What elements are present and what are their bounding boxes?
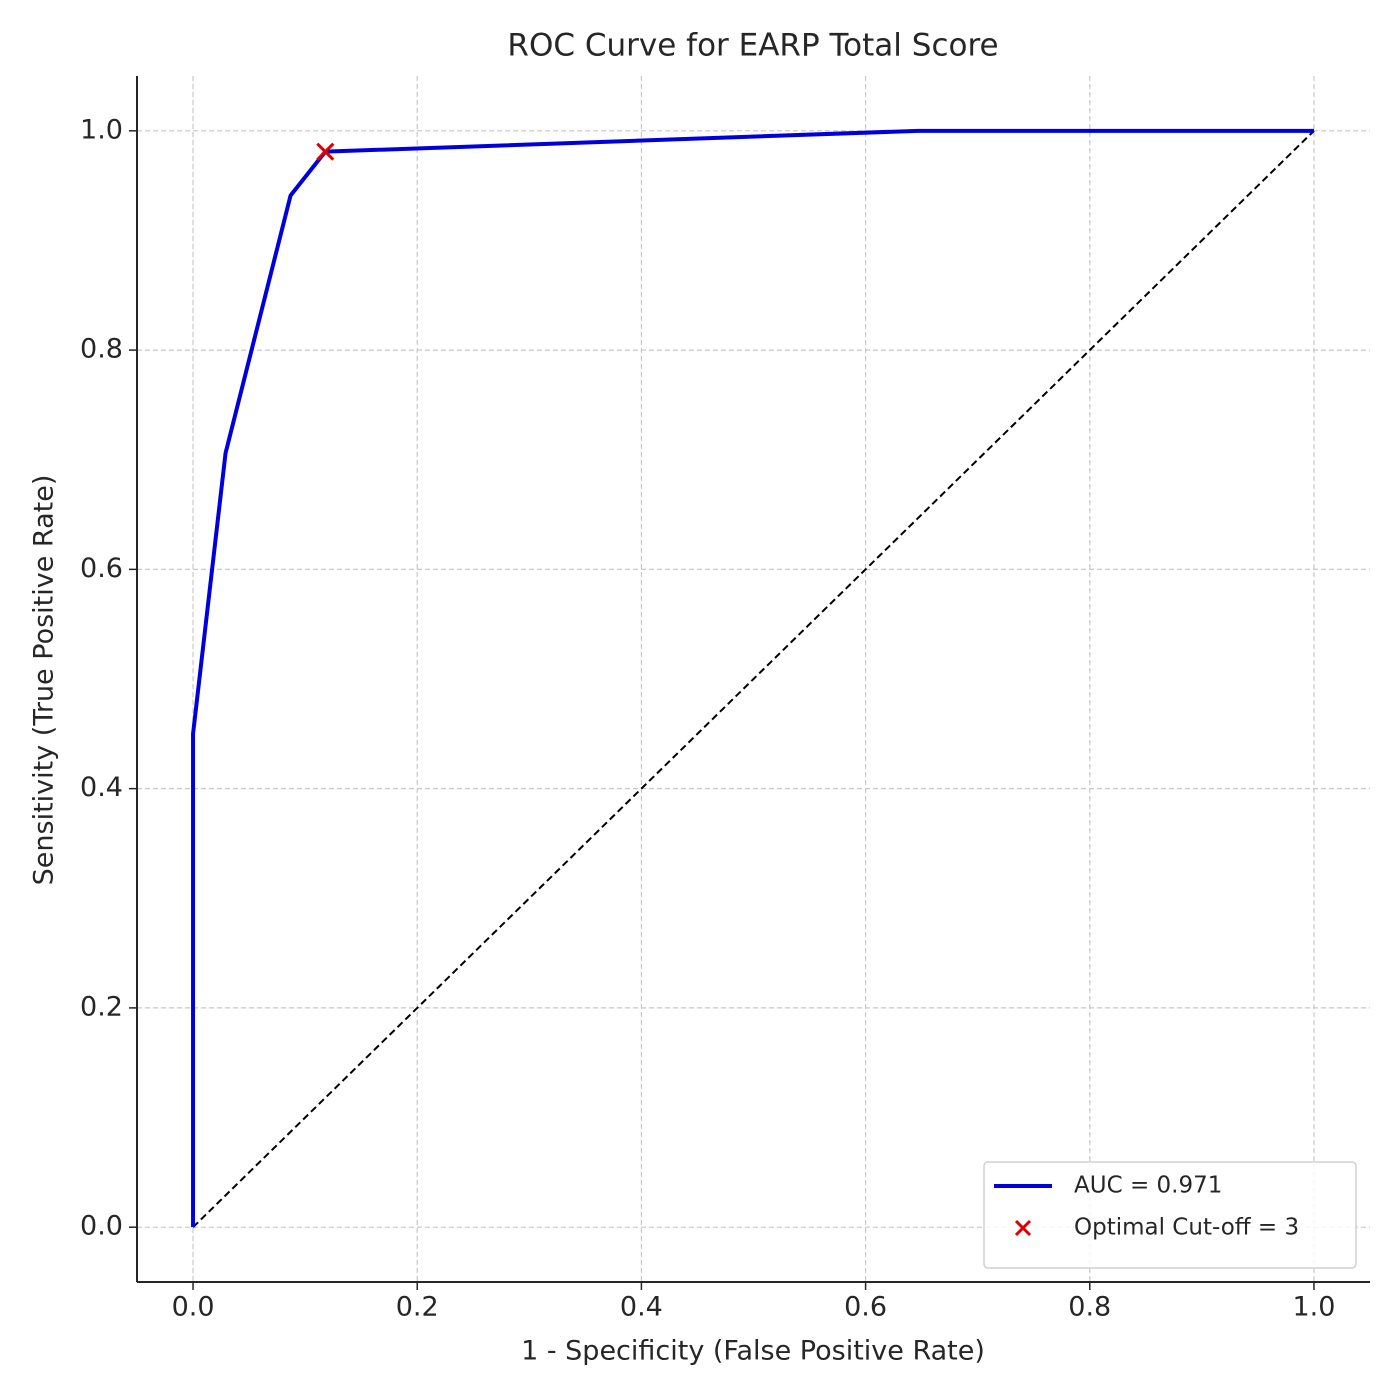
x-tick-label: 0.0 <box>172 1292 215 1323</box>
x-tick-label: 1.0 <box>1292 1292 1335 1323</box>
y-tick-label: 0.2 <box>80 991 123 1022</box>
y-axis-label: Sensitivity (True Positive Rate) <box>29 475 60 886</box>
x-axis-label: 1 - Specificity (False Positive Rate) <box>521 1336 985 1367</box>
x-tick-label: 0.6 <box>844 1292 887 1323</box>
y-tick-label: 0.0 <box>80 1211 123 1242</box>
roc-line <box>191 128 1314 1228</box>
legend-box <box>983 1161 1357 1269</box>
scatter-point <box>316 142 335 161</box>
y-tick-label: 1.0 <box>80 114 123 145</box>
legend-swatch <box>1014 1219 1032 1237</box>
x-tick-label: 0.2 <box>396 1292 439 1323</box>
legend-label: Optimal Cut-off = 3 <box>1074 1215 1299 1241</box>
chart-title: ROC Curve for EARP Total Score <box>507 28 998 64</box>
y-tick-label: 0.8 <box>80 334 123 365</box>
reference-line <box>192 130 1315 1228</box>
legend-label: AUC = 0.971 <box>1074 1173 1222 1199</box>
x-tick-label: 0.8 <box>1068 1292 1111 1323</box>
x-tick-label: 0.4 <box>620 1292 663 1323</box>
y-tick-label: 0.6 <box>80 553 123 584</box>
y-tick-label: 0.4 <box>80 772 123 803</box>
